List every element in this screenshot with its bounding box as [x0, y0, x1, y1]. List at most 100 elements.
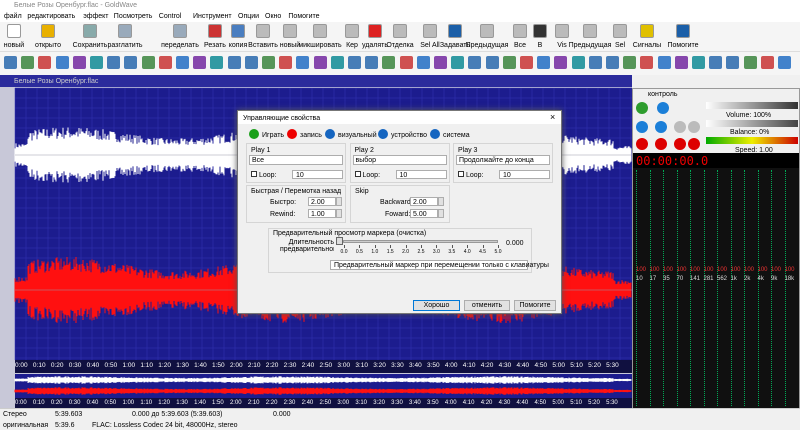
loop-input[interactable] [292, 170, 343, 179]
transport-button[interactable] [688, 138, 700, 150]
effect-icon[interactable] [416, 56, 430, 69]
effect-icon[interactable] [692, 56, 705, 69]
effect-icon[interactable] [588, 56, 602, 69]
toolbar-label[interactable]: Кер [346, 42, 358, 49]
menu-item[interactable]: Опции [238, 13, 260, 20]
effect-icon[interactable] [623, 56, 637, 69]
spin-button[interactable] [438, 209, 444, 218]
toolbar-label[interactable]: новый [3, 42, 25, 49]
spin-button[interactable] [336, 197, 342, 206]
loop-input[interactable] [499, 170, 550, 179]
toolbar-label[interactable]: Задавать [439, 42, 471, 49]
toolbar-label[interactable]: В [537, 42, 543, 49]
tab[interactable]: визуальный [338, 132, 377, 139]
effect-icon[interactable] [107, 56, 121, 69]
tab[interactable]: запись [300, 132, 322, 139]
transport-button[interactable] [674, 138, 686, 150]
toolbar-label[interactable]: копия [228, 42, 248, 49]
effect-icon[interactable] [158, 56, 172, 69]
effect-icon[interactable] [434, 56, 447, 69]
tab[interactable]: система [443, 132, 470, 139]
menu-item[interactable]: Инструмент [193, 13, 232, 20]
checkbox[interactable] [354, 171, 361, 177]
tab[interactable]: Играть [262, 132, 285, 139]
effect-icon[interactable] [399, 56, 413, 69]
toolbar-icon[interactable] [555, 24, 569, 38]
dialog-button[interactable]: Хорошо [413, 300, 460, 311]
effect-icon[interactable] [468, 56, 482, 69]
effect-icon[interactable] [640, 56, 654, 69]
fast-input[interactable] [308, 197, 336, 206]
toolbar-icon[interactable] [393, 24, 407, 38]
effect-icon[interactable] [537, 56, 551, 69]
toolbar-icon[interactable] [640, 24, 654, 38]
select[interactable] [249, 155, 343, 165]
menu-item[interactable]: файл [4, 13, 22, 20]
select-value[interactable]: Все [252, 157, 265, 164]
rewind-input[interactable] [308, 209, 336, 218]
effect-icon[interactable] [520, 56, 533, 69]
effect-icon[interactable] [657, 56, 671, 69]
speed-slider[interactable] [706, 137, 798, 144]
effect-icon[interactable] [72, 56, 86, 69]
toolbar-label[interactable]: Сигналы [632, 42, 662, 49]
effect-icon[interactable] [21, 56, 35, 69]
slider-track[interactable] [343, 240, 498, 243]
effect-icon[interactable] [330, 56, 344, 69]
select[interactable] [352, 155, 447, 165]
toolbar-label[interactable]: Помогите [667, 42, 699, 49]
effect-icon[interactable] [778, 56, 791, 69]
effect-icon[interactable] [760, 56, 774, 69]
toolbar-icon[interactable] [7, 24, 21, 38]
tab[interactable]: устройство [391, 132, 428, 139]
dialog-button[interactable]: Помогите [514, 300, 556, 311]
effect-icon[interactable] [313, 56, 327, 69]
toolbar-label[interactable]: Предыдущая [465, 42, 509, 49]
tab-icon[interactable] [378, 129, 388, 139]
effect-icon[interactable] [554, 56, 568, 69]
toolbar-icon[interactable] [83, 24, 97, 38]
menu-item[interactable]: Control [158, 13, 182, 20]
close-button[interactable]: × [550, 112, 556, 122]
toolbar-label[interactable]: Резать [204, 42, 226, 49]
transport-button[interactable] [688, 121, 700, 133]
toolbar-label[interactable]: Vis [557, 42, 567, 49]
effect-icon[interactable] [365, 56, 379, 69]
effect-icon[interactable] [451, 56, 465, 69]
effect-icon[interactable] [606, 56, 619, 69]
menu-item[interactable]: Посмотреть [113, 13, 153, 20]
toolbar-label[interactable]: удалять [362, 42, 388, 49]
effect-icon[interactable] [571, 56, 585, 69]
effect-icon[interactable] [726, 56, 740, 69]
toolbar-label[interactable]: Sel [614, 42, 626, 49]
toolbar-icon[interactable] [283, 24, 297, 38]
transport-button[interactable] [655, 121, 667, 133]
effect-icon[interactable] [124, 56, 138, 69]
effect-icon[interactable] [382, 56, 396, 69]
transport-button[interactable] [655, 138, 667, 150]
toolbar-icon[interactable] [118, 24, 132, 38]
tab-icon[interactable] [325, 129, 335, 139]
toolbar-label[interactable]: разглатить [107, 42, 143, 49]
toolbar-icon[interactable] [480, 24, 494, 38]
menu-item[interactable]: редактировать [27, 13, 76, 20]
tab-icon[interactable] [287, 129, 297, 139]
effect-icon[interactable] [227, 56, 241, 69]
forward-input[interactable] [410, 209, 438, 218]
toolbar-icon[interactable] [41, 24, 55, 38]
toolbar-icon[interactable] [583, 24, 597, 38]
toolbar-icon[interactable] [231, 24, 245, 38]
select-value[interactable]: Продолжайте до конца [459, 157, 534, 164]
toolbar-icon[interactable] [448, 24, 462, 38]
slider-thumb[interactable] [336, 237, 343, 245]
toolbar-icon[interactable] [256, 24, 270, 38]
effect-icon[interactable] [279, 56, 293, 69]
effect-icon[interactable] [176, 56, 189, 69]
effect-icon[interactable] [38, 56, 52, 69]
effect-icon[interactable] [348, 56, 361, 69]
toolbar-label[interactable]: открыто [35, 42, 61, 49]
balance-slider[interactable] [706, 120, 798, 127]
toolbar-label[interactable]: Отделка [386, 42, 414, 49]
toolbar-icon[interactable] [423, 24, 437, 38]
tab-icon[interactable] [249, 129, 259, 139]
